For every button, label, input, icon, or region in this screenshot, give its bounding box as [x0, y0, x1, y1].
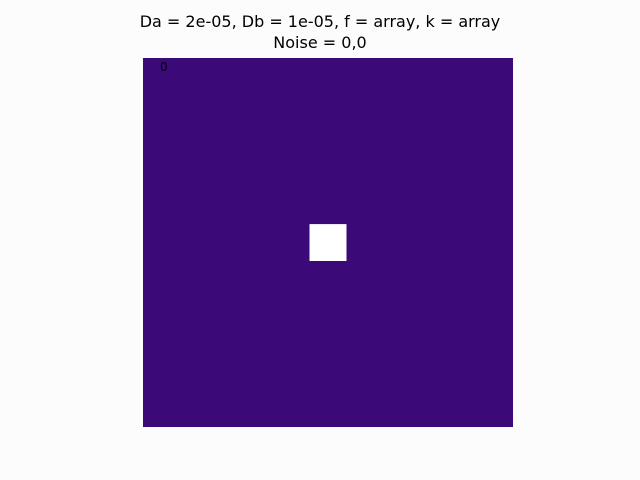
chart-title-line-2: Noise = 0,0: [273, 33, 367, 52]
heatmap-cells: [143, 58, 513, 427]
heatmap-region-seed-square: [309, 224, 347, 261]
frame-label: 0: [160, 60, 168, 74]
chart-title-line-1: Da = 2e-05, Db = 1e-05, f = array, k = a…: [139, 12, 501, 31]
